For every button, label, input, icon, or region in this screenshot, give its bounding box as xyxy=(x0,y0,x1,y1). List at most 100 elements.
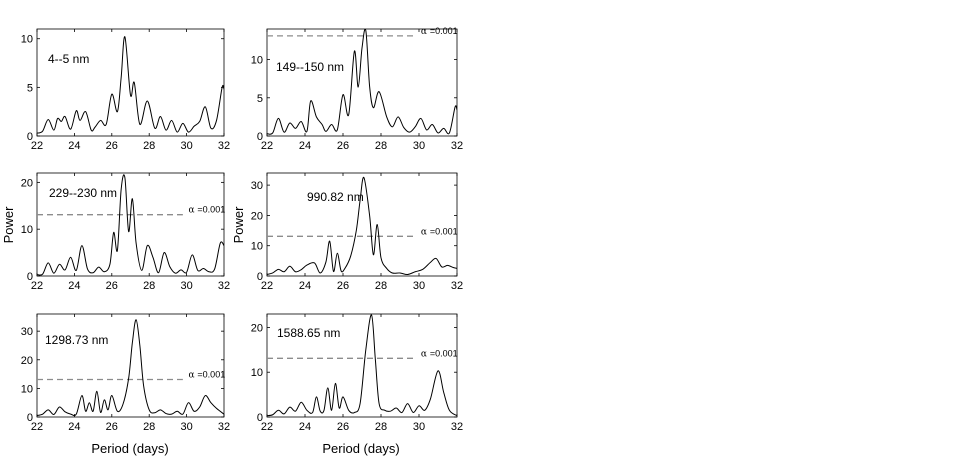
x-tick-label: 22 xyxy=(261,421,273,433)
y-tick-label: 0 xyxy=(27,412,33,424)
y-tick-label: 20 xyxy=(251,210,263,222)
x-tick-label: 32 xyxy=(218,140,230,152)
y-tick-label: 20 xyxy=(251,322,263,334)
axes-frame xyxy=(266,28,458,137)
x-tick-label: 24 xyxy=(299,140,311,152)
x-tick-label: 24 xyxy=(299,421,311,433)
axes-frame xyxy=(36,313,225,418)
axes-frame xyxy=(36,28,225,137)
x-tick-label: 30 xyxy=(180,140,192,152)
threshold-label: α =0.001 xyxy=(421,348,458,359)
x-tick-label: 28 xyxy=(143,280,155,292)
threshold-label: α =0.001 xyxy=(421,226,458,237)
y-tick-label: 5 xyxy=(27,82,33,94)
alpha-value: =0.001 xyxy=(430,26,458,36)
panels-group: 22 24 26 28 30 32 0 5 10 4--5 nm 22 24 26 28 30 32 0 5 10 α… xyxy=(21,26,463,433)
y-tick-label: 10 xyxy=(21,383,33,395)
y-tick-label: 0 xyxy=(27,271,33,283)
x-tick-label: 28 xyxy=(375,280,387,292)
x-tick-label: 22 xyxy=(31,421,43,433)
x-tick-label: 26 xyxy=(337,140,349,152)
x-tick-label: 30 xyxy=(413,421,425,433)
x-tick-label: 22 xyxy=(31,280,43,292)
x-tick-label: 32 xyxy=(451,421,463,433)
y-tick-label: 20 xyxy=(21,177,33,189)
x-tick-label: 22 xyxy=(261,140,273,152)
alpha-symbol: α xyxy=(421,227,430,237)
panel-label: 990.82 nm xyxy=(307,190,364,204)
axes-frame xyxy=(266,172,458,277)
y-tick-label: 10 xyxy=(251,55,263,67)
x-tick-label: 28 xyxy=(143,140,155,152)
x-tick-label: 28 xyxy=(143,421,155,433)
y-axis-label-left: Power xyxy=(1,206,16,244)
threshold-label: α =0.001 xyxy=(188,370,225,381)
series-line xyxy=(267,314,457,417)
series-line xyxy=(267,176,457,275)
x-tick-label: 26 xyxy=(337,421,349,433)
alpha-symbol: α xyxy=(421,349,430,359)
x-tick-label: 30 xyxy=(413,280,425,292)
panel-6: 22 24 26 28 30 32 0 10 20 α =0.001 1588.65 nm xyxy=(251,313,463,433)
axes-frame xyxy=(36,172,225,277)
x-tick-label: 22 xyxy=(31,140,43,152)
y-tick-label: 10 xyxy=(21,34,33,46)
threshold-label: α =0.001 xyxy=(421,26,458,37)
alpha-symbol: α xyxy=(188,371,197,381)
alpha-symbol: α xyxy=(421,27,430,37)
x-tick-label: 32 xyxy=(218,421,230,433)
panel-label: 149--150 nm xyxy=(276,60,344,74)
series-line xyxy=(37,36,224,134)
y-tick-label: 30 xyxy=(21,326,33,338)
y-tick-label: 10 xyxy=(251,367,263,379)
y-tick-label: 0 xyxy=(257,271,263,283)
panel-3: 22 24 26 28 30 32 0 10 20 α =0.001 229--230 nm xyxy=(21,172,230,292)
alpha-value: =0.001 xyxy=(430,226,458,236)
alpha-value: =0.001 xyxy=(430,348,458,358)
threshold-label: α =0.001 xyxy=(188,205,225,216)
x-tick-label: 26 xyxy=(106,280,118,292)
x-tick-label: 26 xyxy=(337,280,349,292)
axes-frame xyxy=(266,313,458,418)
x-axis-label-right: Period (days) xyxy=(322,441,399,456)
series-line xyxy=(37,174,224,276)
panel-label: 1298.73 nm xyxy=(45,333,108,347)
x-tick-label: 32 xyxy=(451,280,463,292)
panel-label: 229--230 nm xyxy=(49,186,117,200)
x-tick-label: 30 xyxy=(180,421,192,433)
y-tick-label: 10 xyxy=(21,224,33,236)
y-tick-label: 30 xyxy=(251,180,263,192)
series-line xyxy=(37,319,224,417)
x-tick-label: 24 xyxy=(68,421,80,433)
y-tick-label: 5 xyxy=(257,93,263,105)
panel-4: 22 24 26 28 30 32 0 10 20 30 α =0.001 990.82 nm xyxy=(251,172,463,292)
alpha-symbol: α xyxy=(188,206,197,216)
panel-1: 22 24 26 28 30 32 0 5 10 4--5 nm xyxy=(21,28,230,152)
x-tick-label: 32 xyxy=(218,280,230,292)
x-tick-label: 28 xyxy=(375,421,387,433)
x-tick-label: 32 xyxy=(451,140,463,152)
x-tick-label: 28 xyxy=(375,140,387,152)
y-tick-label: 0 xyxy=(27,131,33,143)
y-tick-label: 0 xyxy=(257,131,263,143)
x-tick-label: 30 xyxy=(180,280,192,292)
x-axis-label-left: Period (days) xyxy=(91,441,168,456)
series-line xyxy=(267,29,457,135)
y-tick-label: 20 xyxy=(21,355,33,367)
x-tick-label: 24 xyxy=(68,280,80,292)
x-tick-label: 24 xyxy=(68,140,80,152)
x-tick-label: 26 xyxy=(106,140,118,152)
x-tick-label: 24 xyxy=(299,280,311,292)
alpha-value: =0.001 xyxy=(197,205,225,215)
panel-2: 22 24 26 28 30 32 0 5 10 α =0.001 149--150 nm xyxy=(251,26,463,152)
panel-label: 4--5 nm xyxy=(48,52,89,66)
panel-5: 22 24 26 28 30 32 0 10 20 30 α =0.001 1298.73 nm xyxy=(21,313,230,433)
alpha-value: =0.001 xyxy=(197,370,225,380)
x-tick-label: 26 xyxy=(106,421,118,433)
x-tick-label: 30 xyxy=(413,140,425,152)
panel-label: 1588.65 nm xyxy=(277,326,340,340)
y-axis-label-right: Power xyxy=(231,206,246,244)
x-tick-label: 22 xyxy=(261,280,273,292)
y-tick-label: 10 xyxy=(251,241,263,253)
